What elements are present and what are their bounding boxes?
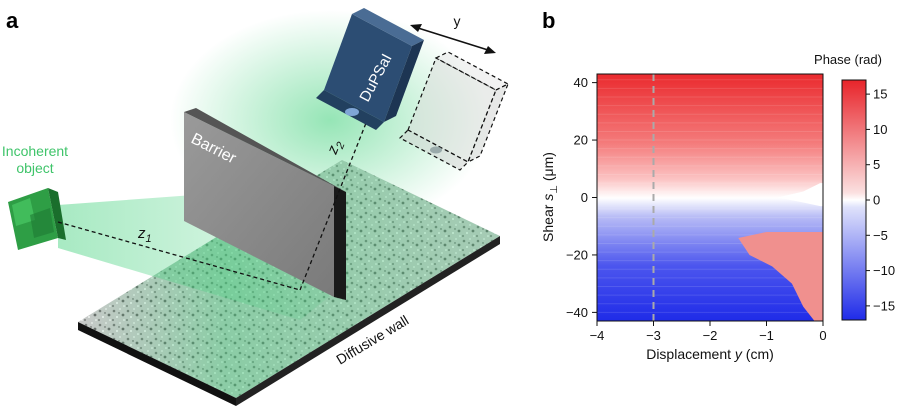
ghost-camera bbox=[399, 51, 510, 171]
heatmap-white-zone bbox=[777, 183, 823, 207]
barrier-top bbox=[184, 108, 346, 192]
z2-path bbox=[299, 117, 369, 291]
y-tick-label: −20 bbox=[566, 247, 588, 262]
x-tick-label: −2 bbox=[703, 328, 718, 343]
camera-side bbox=[384, 40, 424, 122]
wall-front-edge bbox=[78, 322, 236, 406]
x-tick-label: −3 bbox=[646, 328, 661, 343]
ghost-camera-side bbox=[466, 82, 510, 164]
colorbar-tick-label: −15 bbox=[873, 298, 895, 313]
colorbar-tick-label: −10 bbox=[873, 263, 895, 278]
x-tick-label: 0 bbox=[819, 328, 826, 343]
x-tick-label: −4 bbox=[590, 328, 605, 343]
panel-a-label: a bbox=[6, 8, 19, 33]
object-side bbox=[48, 188, 66, 240]
colorbar-tick-label: −5 bbox=[873, 228, 888, 243]
colorbar-tick-label: 15 bbox=[873, 87, 887, 102]
object-label-line2: object bbox=[16, 160, 53, 176]
colorbar-tick-label: 0 bbox=[873, 193, 880, 208]
z1-label: z1 bbox=[137, 225, 152, 245]
colorbar-tick-label: 10 bbox=[873, 122, 887, 137]
x-axis: −4 −3 −2 −1 0 bbox=[590, 321, 827, 343]
x-tick-label: −1 bbox=[759, 328, 774, 343]
ghost-camera-top bbox=[434, 51, 510, 91]
object-label-line1: Incoherent bbox=[2, 143, 68, 159]
colorbar-ticks: 15 10 5 0 −5 −10 −15 bbox=[866, 87, 895, 313]
dupsai-camera: DuPSaI bbox=[316, 8, 424, 130]
camera-top bbox=[352, 8, 424, 46]
y-axis-label: Shear s⊥ (μm) bbox=[540, 152, 560, 242]
y-arrow-head-left-icon bbox=[410, 24, 422, 32]
wall-side-edge bbox=[236, 236, 500, 406]
ghost-camera-lens-icon bbox=[430, 146, 442, 154]
heatmap-wrap-region bbox=[738, 231, 823, 321]
panel-a: a Barrier Incoherent object bbox=[2, 8, 510, 406]
barrier-side bbox=[334, 186, 346, 300]
incoherent-object: Incoherent object bbox=[2, 143, 68, 250]
object-texture-b bbox=[30, 208, 54, 238]
barrier-face bbox=[184, 112, 334, 297]
y-motion-arrow: y bbox=[410, 13, 496, 54]
camera-front bbox=[324, 14, 412, 122]
y-tick-label: 0 bbox=[581, 190, 588, 205]
camera-lens-icon bbox=[345, 108, 359, 116]
y-motion-label: y bbox=[454, 13, 461, 29]
barrier: Barrier bbox=[184, 108, 346, 300]
colorbar-gradient bbox=[841, 79, 867, 321]
y-arrow-head-right-icon bbox=[484, 46, 496, 54]
colorbar-title: Phase (rad) bbox=[814, 52, 882, 67]
y-arrow-line bbox=[417, 27, 489, 51]
panel-b-label: b bbox=[542, 8, 555, 33]
y-tick-label: 20 bbox=[574, 133, 588, 148]
heatmap-positive-region bbox=[597, 74, 823, 198]
colorbar-tick-label: 5 bbox=[873, 157, 880, 172]
x-axis-label: Displacement y (cm) bbox=[646, 346, 774, 362]
phase-heatmap bbox=[597, 74, 823, 321]
y-tick-label: 40 bbox=[574, 75, 588, 90]
y-tick-label: −40 bbox=[566, 305, 588, 320]
colorbar: Phase (rad) 15 10 5 0 −5 −10 −15 bbox=[814, 52, 895, 321]
y-axis: 40 20 0 −20 −40 bbox=[566, 75, 597, 320]
object-texture-a bbox=[12, 198, 35, 226]
